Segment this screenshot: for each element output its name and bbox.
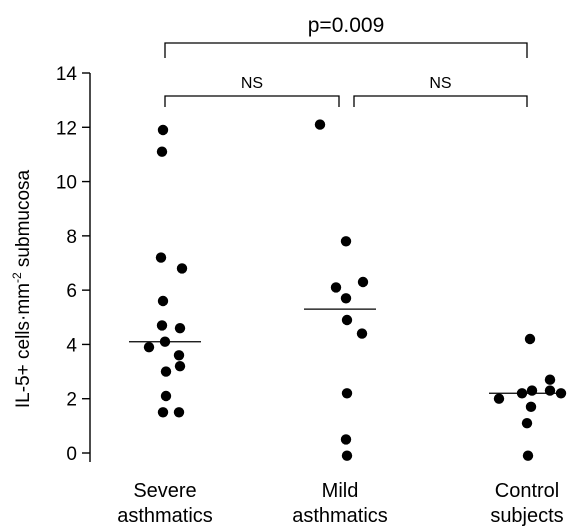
data-point [330, 282, 342, 293]
y-tick-label: 10 [56, 173, 77, 194]
data-point [157, 124, 169, 136]
data-point [160, 390, 172, 402]
data-point [341, 388, 353, 399]
data-point [314, 119, 326, 130]
y-axis: 0 2 4 6 8 10 12 14 [56, 64, 91, 465]
data-groups [129, 119, 567, 461]
group-0 [129, 124, 201, 418]
data-point [157, 407, 169, 418]
data-point [521, 417, 533, 429]
data-point [356, 328, 368, 339]
significance-label: p=0.009 [308, 14, 385, 37]
x-category-label-line1: Severe [133, 480, 196, 502]
data-point [357, 276, 369, 288]
y-tick-label: 6 [66, 281, 77, 302]
data-point [173, 407, 185, 418]
data-point [159, 336, 171, 347]
x-category-label-line1: Control [495, 480, 559, 502]
x-category-label-line2: asthmatics [292, 505, 388, 527]
data-point [516, 388, 528, 399]
data-point [340, 293, 352, 304]
data-point [155, 252, 167, 263]
x-category-label-line1: Mild [322, 480, 359, 502]
significance-bracket [164, 42, 528, 58]
data-point [174, 360, 186, 372]
data-point [173, 350, 185, 361]
data-point [341, 314, 353, 326]
data-point [157, 295, 169, 307]
data-point [526, 385, 538, 396]
group-2 [489, 333, 567, 461]
group-1 [304, 119, 376, 461]
y-tick-label: 14 [56, 64, 78, 85]
y-axis-label: IL-5+ cells·mm-2 submucosa [10, 169, 34, 408]
data-point [143, 341, 155, 353]
data-point [156, 146, 168, 157]
data-point [156, 320, 168, 331]
data-point [525, 401, 537, 413]
data-point [160, 366, 172, 377]
data-point [176, 263, 188, 274]
significance-label: NS [429, 75, 451, 92]
data-point [493, 393, 505, 404]
y-tick-label: 4 [66, 335, 77, 356]
x-category-labels: Severe asthmatics Mild asthmatics Control sub… [117, 480, 563, 527]
x-category-label-line2: asthmatics [117, 505, 213, 527]
data-point [544, 385, 556, 396]
data-point [522, 450, 534, 461]
data-point [174, 322, 186, 334]
significance-brackets: p=0.009 NS NS [164, 14, 528, 107]
y-tick-label: 8 [66, 227, 77, 248]
y-tick-label: 0 [66, 444, 77, 465]
significance-label: NS [241, 75, 263, 92]
data-point [340, 236, 352, 247]
data-point [555, 388, 567, 399]
data-point [524, 333, 536, 345]
significance-bracket [164, 95, 340, 107]
data-point [341, 450, 353, 461]
data-point [340, 434, 352, 445]
data-point [544, 374, 556, 385]
significance-bracket [353, 95, 528, 107]
x-category-label-line2: subjects [490, 505, 563, 527]
y-tick-label: 2 [66, 390, 77, 411]
y-tick-label: 12 [56, 118, 77, 139]
